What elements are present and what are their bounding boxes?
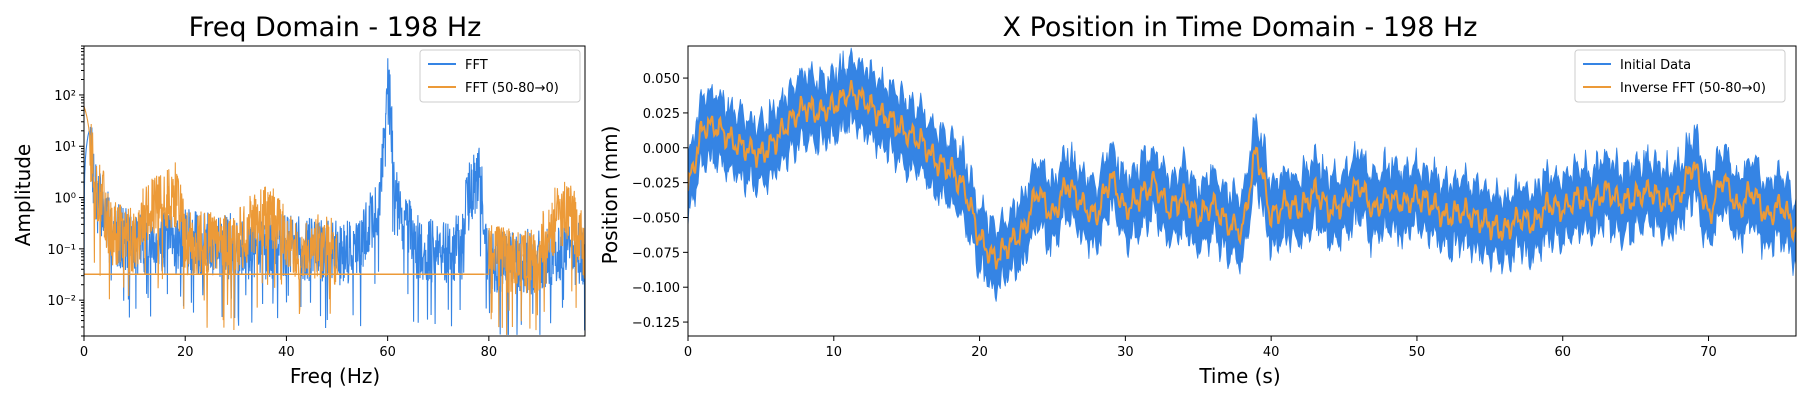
freq-axes-frame [83,45,586,337]
time-y-tick-label: −0.125 [632,316,680,331]
time-y-tick-label: −0.050 [632,211,680,226]
freq-legend-label-filtered: FFT (50-80→0) [465,81,559,96]
initial-data-series-band [688,47,1796,302]
time-y-tick-label: −0.025 [632,177,680,192]
freq-y-tick-label: 10¹ [54,140,76,155]
freq-x-tick-label: 80 [481,345,498,360]
freq-y-tick-label: 10⁻² [47,294,76,309]
freq-x-axis-label: Freq (Hz) [290,364,380,388]
freq-x-tick-label: 0 [80,345,88,360]
freq-legend-box [419,49,581,103]
time-x-tick-label: 20 [971,345,988,360]
time-x-tick-label: 70 [1700,345,1717,360]
time-x-tick-label: 10 [826,345,843,360]
time-legend: Initial Data Inverse FFT (50-80→0) [1574,49,1786,103]
freq-x-tick-label: 40 [278,345,295,360]
time-legend-box [1574,49,1786,103]
time-axes-frame [687,45,1797,337]
time-chart-title: X Position in Time Domain - 198 Hz [1003,12,1478,43]
time-x-tick-label: 40 [1263,345,1280,360]
freq-chart-title: Freq Domain - 198 Hz [189,12,482,43]
freq-legend-label-fft: FFT [465,58,488,73]
freq-domain-chart: Freq Domain - 198 Hz Freq (Hz) Amplitude… [11,12,586,388]
freq-y-axis-label: Amplitude [11,144,35,247]
freq-y-tick-label: 10² [54,89,76,104]
freq-y-tick-label: 10⁻¹ [47,243,76,258]
time-y-tick-label: 0.025 [643,107,680,122]
time-x-tick-label: 50 [1409,345,1426,360]
freq-y-tick-label: 10⁰ [54,192,76,207]
freq-legend: FFT FFT (50-80→0) [419,49,581,103]
time-legend-label-inverse: Inverse FFT (50-80→0) [1620,81,1766,96]
time-x-tick-label: 0 [684,345,692,360]
time-x-tick-label: 30 [1117,345,1134,360]
time-y-tick-label: −0.075 [632,246,680,261]
freq-x-tick-label: 20 [177,345,194,360]
time-legend-label-initial: Initial Data [1620,58,1691,73]
fft-filtered-series-line [84,106,585,335]
time-y-tick-label: −0.100 [632,281,680,296]
time-x-tick-label: 60 [1554,345,1571,360]
inverse-fft-series-line [688,80,1796,270]
freq-plot-area: 0 20 40 60 80 10⁻² 10⁻¹ 10⁰ 10¹ 10² [47,45,586,360]
freq-x-tick-label: 60 [379,345,396,360]
time-x-axis-label: Time (s) [1198,364,1280,388]
time-plot-area: 0 10 20 30 40 50 60 70 −0.125 −0.100 −0.075 −0.050 −… [632,45,1797,360]
time-y-tick-label: 0.000 [643,142,680,157]
time-y-tick-label: 0.050 [643,72,680,87]
time-y-axis-label: Position (mm) [598,126,622,265]
time-domain-chart: X Position in Time Domain - 198 Hz Time … [598,12,1797,388]
